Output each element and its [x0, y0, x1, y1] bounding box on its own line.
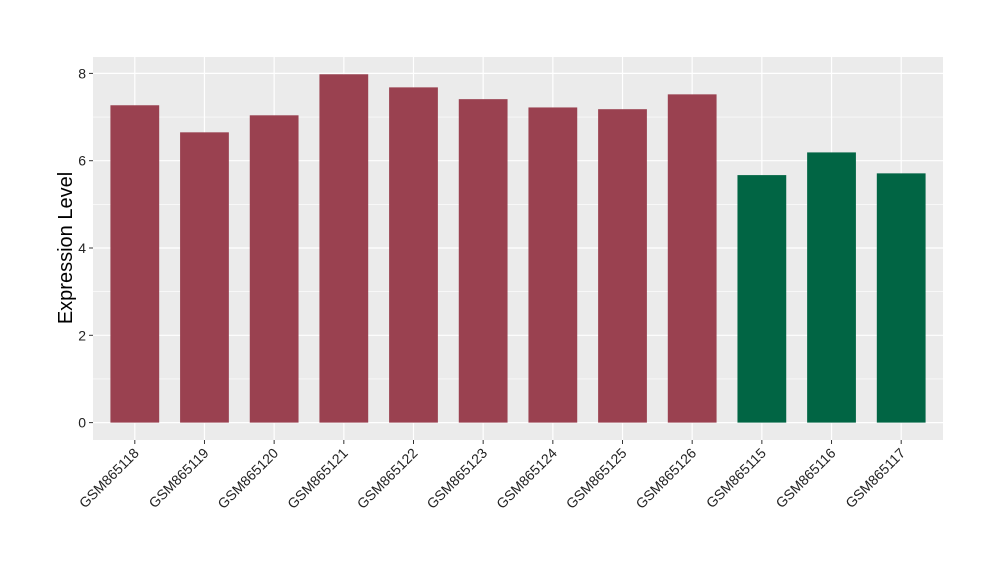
- bar-GSM865121: [319, 74, 369, 423]
- bar-GSM865116: [807, 152, 856, 423]
- x-tick-label: GSM865118: [76, 445, 142, 511]
- x-tick-label: GSM865126: [632, 445, 699, 512]
- x-tick-label: GSM865120: [214, 445, 281, 512]
- y-axis: 0 2 4 6 8: [78, 65, 93, 431]
- bar-GSM865118: [110, 105, 160, 423]
- y-tick-label: 0: [78, 415, 86, 431]
- x-tick-label: GSM865115: [703, 445, 769, 511]
- y-axis-label: Expression Level: [55, 172, 77, 324]
- bar-GSM865115: [737, 175, 787, 423]
- y-tick-label: 8: [78, 65, 86, 81]
- x-tick-label: GSM865124: [493, 445, 560, 512]
- bar-GSM865125: [598, 109, 647, 423]
- x-tick-label: GSM865122: [354, 445, 421, 512]
- y-tick-label: 4: [78, 240, 86, 256]
- bar-GSM865123: [458, 99, 508, 423]
- x-tick-label: GSM865116: [772, 445, 838, 511]
- bar-GSM865122: [389, 87, 438, 423]
- bar-GSM865124: [528, 107, 578, 423]
- x-tick-label: GSM865117: [842, 445, 908, 511]
- x-tick-label: GSM865123: [423, 445, 490, 512]
- bar-GSM865120: [249, 115, 299, 423]
- bar-GSM865119: [180, 132, 229, 423]
- bar-GSM865126: [667, 94, 717, 423]
- x-tick-label: GSM865121: [284, 445, 351, 512]
- x-tick-label: GSM865119: [145, 445, 211, 511]
- x-tick-label: GSM865125: [563, 445, 630, 512]
- x-axis: GSM865118 GSM865119 GSM865120 GSM865121 GSM8…: [76, 440, 908, 512]
- bars: [110, 74, 926, 423]
- bar-GSM865117: [876, 173, 926, 423]
- y-tick-label: 6: [78, 153, 86, 169]
- y-tick-label: 2: [78, 327, 86, 343]
